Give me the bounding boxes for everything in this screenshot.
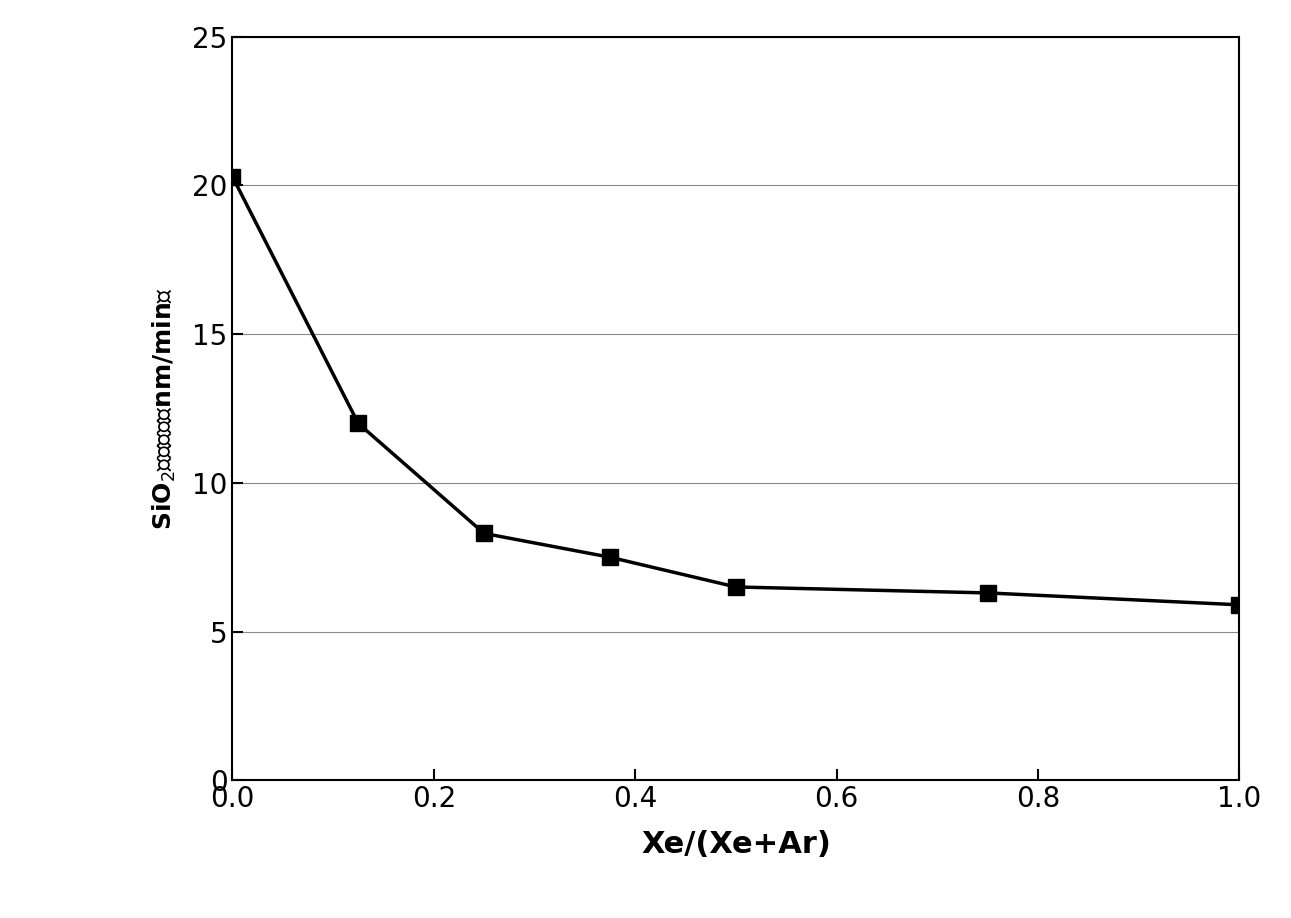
- Y-axis label: SiO$_2$蚀刻速率（nm/min）: SiO$_2$蚀刻速率（nm/min）: [151, 287, 178, 530]
- X-axis label: Xe/(Xe+Ar): Xe/(Xe+Ar): [640, 830, 831, 859]
